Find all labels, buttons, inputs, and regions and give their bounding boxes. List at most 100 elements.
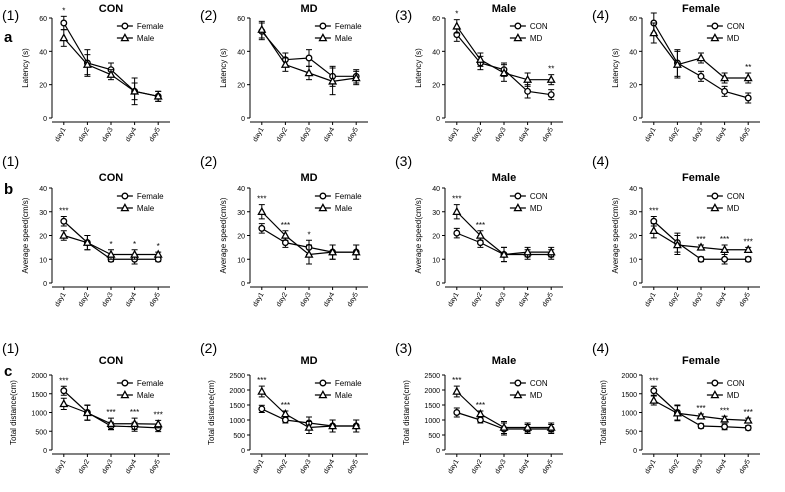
x-tick-label: day1 xyxy=(54,126,68,143)
y-tick-label: 30 xyxy=(432,210,440,217)
data-point xyxy=(454,230,460,236)
chart-c3: Male 0 500 1000 1500 2000 2500 Total distance(c… xyxy=(402,355,563,475)
y-tick-label: 0 xyxy=(633,448,637,455)
legend-marker xyxy=(320,23,326,29)
legend-marker xyxy=(122,34,129,40)
legend-marker xyxy=(712,380,718,386)
chart-b2: MD010203040Average speed(cm/s)day1 day2 da… xyxy=(219,172,368,308)
row-label-a: a xyxy=(4,29,13,46)
y-tick-label: 20 xyxy=(432,234,440,241)
y-tick-label: 10 xyxy=(39,257,47,264)
figure: a (1) (2) (3) (4) b (1) (2) (3) (4) c (1) (2) (3) (4) C… xyxy=(0,0,785,487)
y-tick-label: 2500 xyxy=(424,373,440,380)
y-axis-label: Average speed(cm/s) xyxy=(414,197,423,273)
y-tick-label: 1500 xyxy=(31,392,47,399)
y-tick-label: 1500 xyxy=(621,392,637,399)
y-axis-label: Latency (s) xyxy=(21,48,30,88)
x-tick-label: day4 xyxy=(518,458,532,475)
x-tick-label: day1 xyxy=(447,458,461,475)
y-axis-label: Average speed(cm/s) xyxy=(21,197,30,273)
legend-label: CON xyxy=(727,22,745,31)
x-tick-label: day2 xyxy=(275,126,289,143)
significance-label: *** xyxy=(257,195,266,204)
x-tick-label: day3 xyxy=(299,291,313,308)
y-tick-label: 500 xyxy=(35,429,47,436)
x-tick-label: day5 xyxy=(148,126,162,143)
y-tick-label: 20 xyxy=(237,234,245,241)
y-axis-label: Latency (s) xyxy=(414,48,423,88)
y-tick-label: 0 xyxy=(436,448,440,455)
chart-b4: Female010203040Average speed(cm/s)day1 da… xyxy=(611,172,760,308)
significance-label: *** xyxy=(59,207,68,216)
y-tick-label: 60 xyxy=(629,16,637,23)
x-tick-label: day5 xyxy=(738,458,752,475)
y-tick-label: 2000 xyxy=(229,388,245,395)
x-tick-label: day5 xyxy=(738,126,752,143)
legend-marker xyxy=(122,204,129,210)
chart-title: Male xyxy=(492,3,516,15)
legend-label: Male xyxy=(335,204,353,213)
x-tick-label: day5 xyxy=(346,458,360,475)
panel-number-b1: (1) xyxy=(2,153,19,169)
x-tick-label: day3 xyxy=(494,291,508,308)
data-point xyxy=(258,26,265,32)
x-tick-label: day5 xyxy=(541,291,555,308)
legend-label: Male xyxy=(137,204,155,213)
y-tick-label: 0 xyxy=(43,281,47,288)
chart-title: Female xyxy=(682,355,720,367)
y-tick-label: 10 xyxy=(237,257,245,264)
data-point xyxy=(131,420,138,426)
chart-b3: Male010203040Average speed(cm/s)day1 day2… xyxy=(414,172,563,308)
y-tick-label: 2000 xyxy=(424,388,440,395)
panel-number-c4: (4) xyxy=(592,340,609,356)
legend-label: MD xyxy=(727,204,740,213)
data-point xyxy=(525,89,531,95)
data-point xyxy=(258,388,265,394)
x-tick-label: day5 xyxy=(541,126,555,143)
x-tick-label: day4 xyxy=(323,458,337,475)
data-point xyxy=(306,55,312,61)
data-point xyxy=(155,421,162,427)
significance-label: ** xyxy=(548,65,554,74)
x-tick-label: day5 xyxy=(738,291,752,308)
legend-label: MD xyxy=(727,391,740,400)
y-tick-label: 60 xyxy=(432,16,440,23)
data-point xyxy=(61,388,67,394)
significance-label: * xyxy=(109,240,112,249)
data-point xyxy=(258,208,265,214)
x-tick-label: day2 xyxy=(77,126,91,143)
panel-number-a1: (1) xyxy=(2,7,19,23)
y-tick-label: 1500 xyxy=(424,403,440,410)
data-point xyxy=(108,251,115,257)
significance-label: *** xyxy=(452,195,461,204)
y-tick-label: 1500 xyxy=(229,403,245,410)
x-tick-label: day5 xyxy=(346,126,360,143)
legend-label: Female xyxy=(335,379,362,388)
significance-label: *** xyxy=(106,408,115,417)
x-tick-label: day2 xyxy=(77,291,91,308)
data-point xyxy=(353,422,360,428)
y-tick-label: 60 xyxy=(237,16,245,23)
x-tick-label: day1 xyxy=(252,458,266,475)
data-point xyxy=(259,406,265,412)
data-point xyxy=(722,89,728,95)
series-md xyxy=(453,205,554,262)
panel-number-a4: (4) xyxy=(592,7,609,23)
significance-label: *** xyxy=(476,221,485,230)
chart-title: Female xyxy=(682,172,720,184)
chart-a1: CON0204060Latency (s)day1 day2 day3 day4 day… xyxy=(21,3,170,143)
significance-label: * xyxy=(133,240,136,249)
significance-label: *** xyxy=(257,376,266,385)
legend-marker xyxy=(712,391,719,397)
data-point xyxy=(329,422,336,428)
chart-title: Female xyxy=(682,3,720,15)
y-tick-label: 0 xyxy=(43,116,47,123)
data-point xyxy=(60,400,67,406)
y-tick-label: 20 xyxy=(39,83,47,90)
figure-canvas: a(1) (2) (3) (4)b(1) (2) (3) (4)c(1) (2) (3) (4)C… xyxy=(0,0,785,487)
data-point xyxy=(155,93,162,99)
data-point xyxy=(721,246,728,252)
legend-label: Male xyxy=(335,34,353,43)
data-point xyxy=(131,251,138,257)
legend-marker xyxy=(122,391,129,397)
